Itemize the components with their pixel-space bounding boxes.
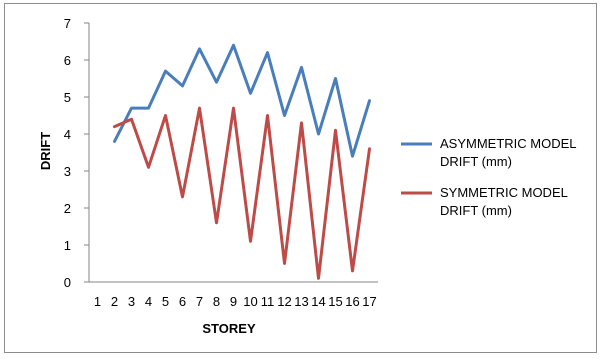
- x-tick-label: 15: [328, 294, 342, 309]
- asymmetric-drift-line: [113, 43, 371, 158]
- legend-label-line2: DRIFT (mm): [440, 154, 512, 169]
- x-tick-label: 10: [243, 294, 257, 309]
- x-tick-label: 11: [261, 294, 275, 309]
- x-tick-label: 3: [128, 294, 135, 309]
- x-tick-label: 12: [277, 294, 291, 309]
- y-tick-label: 1: [64, 238, 71, 253]
- y-tick-label: 2: [64, 201, 71, 216]
- x-tick-label: 5: [162, 294, 169, 309]
- chart-frame: [4, 3, 597, 353]
- y-tick-label: 6: [64, 53, 71, 68]
- y-tick-label: 0: [64, 275, 71, 290]
- x-tick-label: 16: [345, 294, 359, 309]
- x-tick-label: 6: [179, 294, 186, 309]
- legend-label-line2: DRIFT (mm): [440, 203, 512, 218]
- y-axis-title-group: DRIFT: [38, 132, 53, 170]
- x-tick-label: 13: [294, 294, 308, 309]
- legend-label-line1: ASYMMETRIC MODEL: [440, 136, 577, 151]
- x-tick-label: 8: [213, 294, 220, 309]
- x-tick-label: 14: [311, 294, 325, 309]
- legend-label-line1: SYMMETRIC MODEL: [440, 185, 568, 200]
- x-axis-title: STOREY: [202, 321, 256, 336]
- y-tick-label: 7: [64, 16, 71, 31]
- y-tick-label: 5: [64, 90, 71, 105]
- x-tick-label: 2: [111, 294, 118, 309]
- y-axis-title: DRIFT: [38, 132, 53, 170]
- x-tick-label: 7: [196, 294, 203, 309]
- y-tick-label: 4: [64, 127, 71, 142]
- x-tick-label: 17: [362, 294, 376, 309]
- x-tick-label: 9: [230, 294, 237, 309]
- x-tick-label: 4: [145, 294, 152, 309]
- y-tick-label: 3: [64, 164, 71, 179]
- x-tick-label: 1: [94, 294, 101, 309]
- symmetric-drift-line: [113, 106, 371, 280]
